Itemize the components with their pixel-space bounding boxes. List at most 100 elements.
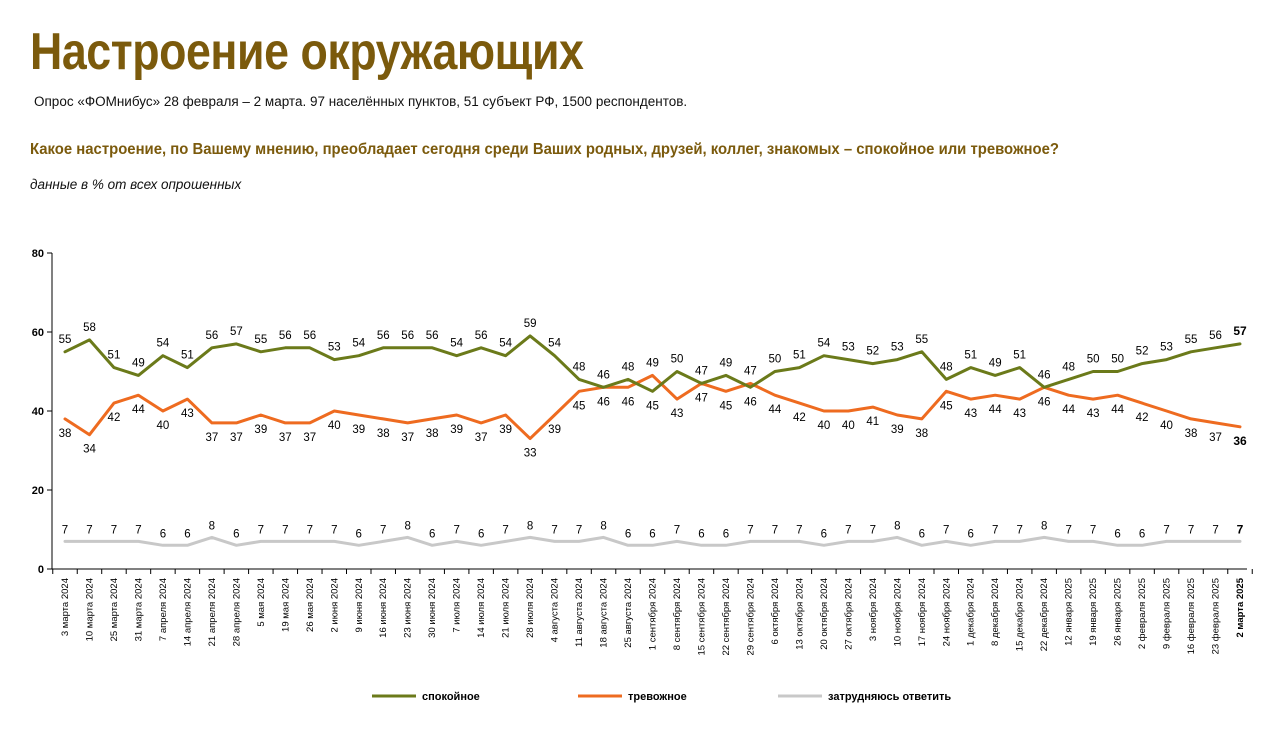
data-label-calm: 54 [157,338,170,350]
x-tick-label: 10 ноября 2024 [892,578,903,646]
data-label-hard-to-say: 7 [331,524,337,536]
x-tick-label: 14 июля 2024 [476,578,487,638]
series-line-hard_to_say [63,535,1242,547]
data-label-calm: 54 [450,338,463,350]
data-label-anxious: 43 [1087,408,1100,420]
survey-question: Какое настроение, по Вашему мнению, прео… [30,141,1059,158]
data-label-calm: 46 [597,369,610,381]
data-label-hard-to-say: 6 [698,528,704,540]
data-label-calm: 48 [940,361,953,373]
data-label-calm: 53 [328,342,341,354]
data-label-hard-to-say: 6 [1139,528,1145,540]
data-label-calm: 52 [866,346,879,358]
data-label-anxious: 40 [842,420,855,432]
data-label-calm: 57 [1233,324,1247,338]
data-label-hard-to-say: 7 [1065,524,1071,536]
data-label-anxious: 37 [475,432,488,444]
data-label-anxious: 39 [352,424,365,436]
data-label-anxious: 34 [83,444,96,456]
x-tick-label: 9 февраля 2025 [1162,578,1173,649]
data-label-calm: 56 [401,330,414,342]
data-label-hard-to-say: 8 [894,520,900,532]
data-label-anxious: 42 [793,412,806,424]
x-tick-label: 31 марта 2024 [133,578,144,641]
x-tick-label: 26 мая 2024 [305,578,316,632]
x-tick-label: 19 января 2025 [1088,578,1099,646]
data-label-anxious: 46 [622,396,635,408]
data-label-anxious: 37 [230,432,243,444]
data-label-calm: 54 [548,338,561,350]
x-tick-labels: 3 марта 2024 10 марта 2024 25 марта 2024 31… [60,577,1246,655]
data-label-calm: 48 [573,361,586,373]
x-tick-label: 1 декабря 2024 [966,578,977,646]
data-label-anxious: 42 [108,412,121,424]
data-label-hard-to-say: 8 [405,520,411,532]
data-label-calm: 50 [768,354,781,366]
data-label-hard-to-say: 7 [576,524,582,536]
x-tick-label: 8 сентября 2024 [672,578,683,650]
x-tick-label: 28 июля 2024 [525,578,536,638]
x-tick-label: 2 июня 2024 [329,578,340,633]
x-tick-label: 1 сентября 2024 [648,578,659,650]
data-label-hard-to-say: 7 [747,524,753,536]
x-tick-label: 27 октября 2024 [843,578,854,650]
x-tick-label: 5 мая 2024 [256,578,267,627]
data-label-anxious: 39 [548,424,561,436]
x-tick-label: 30 июня 2024 [427,578,438,638]
x-tick-label: 13 октября 2024 [794,578,805,650]
data-label-hard-to-say: 6 [160,528,166,540]
data-label-calm: 53 [891,342,904,354]
x-tick-label: 19 мая 2024 [280,578,291,632]
y-tick-label: 60 [32,327,44,339]
units-note: данные в % от всех опрошенных [30,177,242,192]
data-label-hard-to-say: 6 [919,528,925,540]
data-label-calm: 55 [915,334,928,346]
data-label-hard-to-say: 6 [233,528,239,540]
data-label-hard-to-say: 7 [551,524,557,536]
page-title: Настроение окружающих [30,23,584,81]
data-label-anxious: 38 [1185,428,1198,440]
data-label-anxious: 38 [59,428,72,440]
data-label-hard-to-say: 6 [649,528,655,540]
x-tick-label: 15 декабря 2024 [1015,578,1026,651]
data-label-calm: 56 [475,330,488,342]
data-label-hard-to-say: 7 [870,524,876,536]
x-tick-label: 7 июля 2024 [452,578,463,633]
y-tick-label: 20 [32,485,44,497]
x-tick-label: 28 апреля 2024 [231,578,242,646]
data-label-anxious: 39 [450,424,463,436]
y-tick-label: 80 [32,248,44,260]
data-label-calm: 48 [1062,361,1075,373]
data-label-calm: 56 [1209,330,1222,342]
data-label-hard-to-say: 8 [527,520,533,532]
data-label-hard-to-say: 7 [1016,524,1022,536]
data-label-hard-to-say: 7 [943,524,949,536]
x-tick-label: 8 декабря 2024 [990,578,1001,646]
data-label-hard-to-say: 7 [453,524,459,536]
data-label-calm: 54 [817,338,830,350]
data-label-hard-to-say: 7 [258,524,264,536]
x-tick-label: 20 октября 2024 [819,578,830,650]
data-label-anxious: 39 [891,424,904,436]
data-label-calm: 50 [1087,354,1100,366]
data-label-calm: 55 [254,334,267,346]
x-tick-label: 23 февраля 2025 [1211,578,1222,654]
data-label-anxious: 37 [303,432,316,444]
x-tick-label: 2 февраля 2025 [1137,578,1148,649]
x-tick-label: 25 марта 2024 [109,578,120,641]
data-label-anxious: 38 [426,428,439,440]
data-label-hard-to-say: 7 [380,524,386,536]
data-label-hard-to-say: 6 [429,528,435,540]
chart-lines [63,334,1242,547]
data-label-hard-to-say: 7 [307,524,313,536]
x-tick-label: 15 сентября 2024 [696,578,707,656]
x-tick-label: 18 августа 2024 [599,578,610,648]
data-label-hard-to-say: 6 [356,528,362,540]
data-label-calm: 49 [989,357,1002,369]
data-label-anxious: 47 [695,392,708,404]
x-tick-label: 14 апреля 2024 [182,578,193,646]
data-label-anxious: 40 [817,420,830,432]
data-label-hard-to-say: 7 [502,524,508,536]
y-tick-label: 40 [32,406,44,418]
